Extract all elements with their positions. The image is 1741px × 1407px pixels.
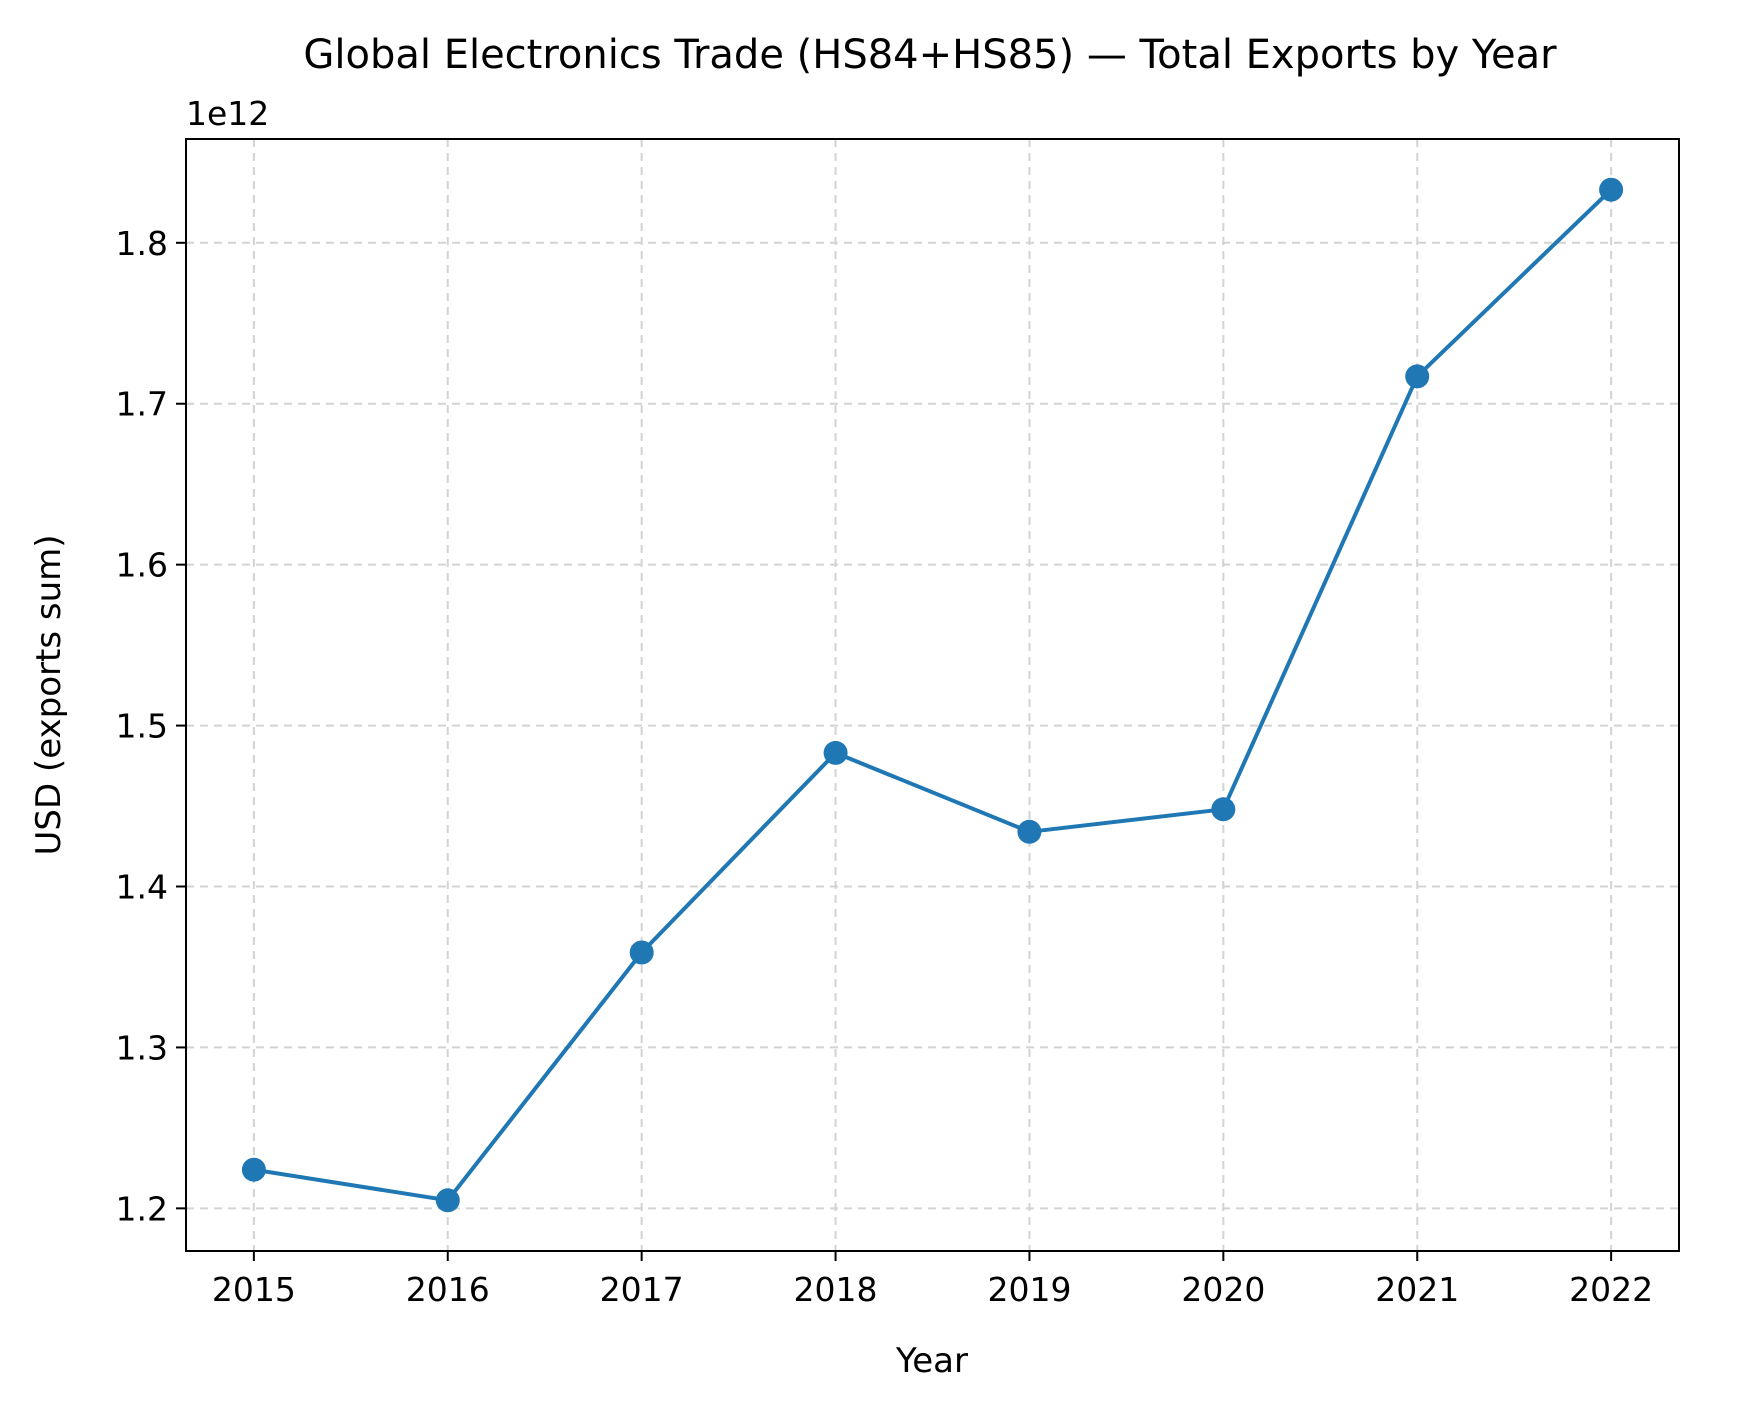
y-axis-offset-label: 1e12 (186, 94, 269, 133)
axis-ticks: 2015 2016 2017 2018 2019 2020 2021 2022 1.2 1.3 1.… (116, 224, 1654, 1309)
data-series (241, 177, 1624, 1213)
x-tick-label: 2016 (406, 1270, 490, 1309)
x-tick-label: 2018 (794, 1270, 878, 1309)
data-point (1017, 819, 1042, 844)
x-tick-label: 2022 (1569, 1270, 1653, 1309)
plot-frame (185, 138, 1680, 1252)
y-tick-label: 1.7 (116, 385, 168, 424)
chart-title: Global Electronics Trade (HS84+HS85) — T… (303, 32, 1557, 78)
x-tick-label: 2015 (212, 1270, 296, 1309)
y-tick-label: 1.4 (116, 868, 168, 907)
data-point (1405, 364, 1430, 389)
x-tick-label: 2017 (600, 1270, 684, 1309)
x-tick-label: 2020 (1181, 1270, 1265, 1309)
y-tick-label: 1.5 (116, 707, 168, 746)
data-point (1211, 797, 1236, 822)
y-tick-label: 1.6 (116, 546, 168, 585)
x-axis-label: Year (895, 1341, 968, 1381)
data-point (629, 940, 654, 965)
data-point (435, 1188, 460, 1213)
y-tick-label: 1.2 (116, 1189, 168, 1228)
series-line (253, 188, 1613, 1203)
y-axis-label: USD (exports sum) (29, 534, 69, 855)
x-tick-label: 2019 (987, 1270, 1071, 1309)
data-point (1599, 177, 1624, 202)
x-tick-label: 2021 (1375, 1270, 1459, 1309)
y-tick-label: 1.3 (116, 1028, 168, 1067)
data-point (241, 1157, 266, 1182)
data-point (823, 740, 848, 765)
y-tick-label: 1.8 (116, 224, 168, 263)
grid (186, 139, 1679, 1251)
